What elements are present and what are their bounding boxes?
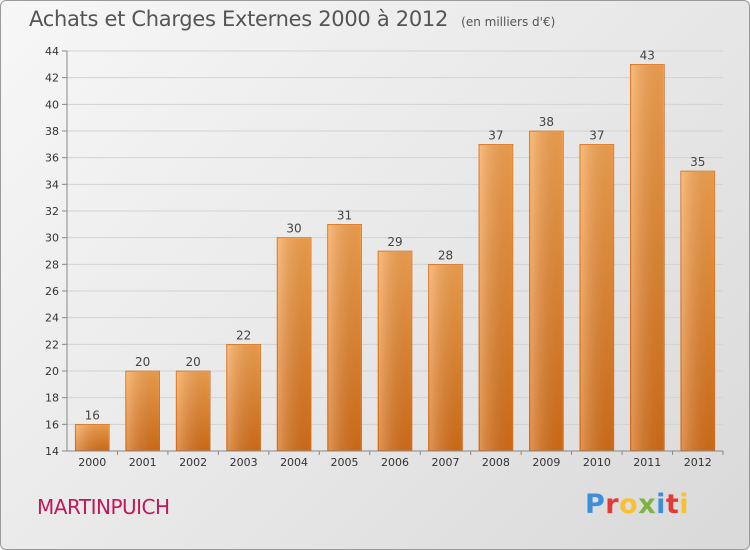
value-label: 37 (589, 128, 604, 142)
x-tick-label: 2007 (431, 456, 459, 469)
logo-letter: i (679, 489, 690, 520)
y-tick-label: 38 (45, 125, 59, 138)
bar-2000 (74, 424, 110, 452)
value-label: 20 (135, 355, 150, 369)
x-tick-label: 2001 (129, 456, 157, 469)
proxiti-logo: Proxiti (585, 489, 689, 520)
y-tick-label: 20 (45, 365, 59, 378)
y-tick-label: 16 (45, 418, 59, 431)
y-tick-label: 26 (45, 285, 59, 298)
bar-highlight (328, 225, 361, 450)
bar-highlight (278, 238, 311, 450)
y-tick-label: 40 (45, 98, 59, 111)
bar-highlight (479, 145, 512, 451)
value-label: 31 (337, 208, 352, 222)
x-tick-label: 2009 (532, 456, 560, 469)
y-tick-label: 30 (45, 232, 59, 245)
y-tick-label: 34 (45, 178, 59, 191)
logo-letter: x (638, 489, 657, 520)
bar-2008 (478, 144, 514, 452)
x-tick-label: 2008 (482, 456, 510, 469)
bar-highlight (631, 65, 664, 450)
bar-highlight (227, 345, 260, 450)
y-tick-label: 18 (45, 392, 59, 405)
y-axis: 14 16 18 20 22 24 26 28 30 32 34 36 38 40 42 44 (45, 45, 68, 458)
y-tick-label: 42 (45, 72, 59, 85)
x-tick-label: 2002 (179, 456, 207, 469)
x-tick-label: 2010 (583, 456, 611, 469)
y-tick-label: 14 (45, 445, 59, 458)
x-tick-label: 2004 (280, 456, 308, 469)
value-label: 35 (690, 155, 705, 169)
logo-letter: P (585, 489, 606, 520)
y-tick-label: 28 (45, 258, 59, 271)
x-axis: 2000 2001 2002 2003 2004 2005 2006 2007 2008 2009… (67, 450, 724, 469)
logo-letter: o (619, 489, 639, 520)
value-label: 30 (286, 222, 301, 236)
bar-2012 (680, 170, 716, 452)
bar-highlight (177, 372, 210, 450)
value-label: 37 (488, 128, 503, 142)
y-tick-label: 36 (45, 152, 59, 165)
bar-2004 (276, 237, 312, 452)
x-tick-label: 2005 (331, 456, 359, 469)
bar-highlight (379, 252, 411, 450)
bar-2007 (428, 264, 463, 452)
chart-subtitle: (en milliers d'€) (461, 15, 556, 29)
y-tick-label: 24 (45, 312, 59, 325)
bar-2009 (529, 130, 564, 452)
chart-title: Achats et Charges Externes 2000 à 2012 (29, 7, 449, 31)
y-tick-label: 32 (45, 205, 59, 218)
value-label: 38 (539, 115, 554, 129)
bar-highlight (76, 425, 109, 450)
x-tick-label: 2000 (78, 456, 106, 469)
chart-header: Achats et Charges Externes 2000 à 2012 (… (29, 7, 555, 31)
commune-name: MARTINPUICH (37, 495, 170, 519)
x-tick-label: 2011 (633, 456, 661, 469)
x-tick-label: 2006 (381, 456, 409, 469)
bar-2011 (630, 64, 665, 452)
value-label: 16 (85, 408, 100, 422)
value-labels: 16 20 20 22 30 31 29 28 37 38 37 43 35 (85, 48, 706, 422)
value-label: 43 (640, 48, 655, 62)
bar-2001 (125, 370, 160, 452)
bar-2005 (327, 224, 362, 452)
x-tick-label: 2003 (230, 456, 258, 469)
logo-letter: t (665, 489, 680, 520)
value-label: 29 (387, 235, 402, 249)
bar-2006 (377, 250, 413, 452)
bar-highlight (580, 145, 613, 451)
bar-highlight (530, 132, 563, 450)
value-label: 22 (236, 328, 251, 342)
bar-2010 (579, 144, 615, 452)
y-tick-label: 22 (45, 338, 59, 351)
x-tick-label: 2012 (684, 456, 712, 469)
bar-2002 (175, 370, 211, 452)
value-label: 28 (438, 248, 453, 262)
bar-highlight (681, 172, 714, 450)
bar-highlight (126, 372, 159, 450)
bar-highlight (429, 265, 462, 450)
bar-2003 (226, 344, 261, 452)
value-label: 20 (186, 355, 201, 369)
logo-letter: i (656, 489, 666, 520)
logo-letter: r (605, 489, 620, 520)
y-tick-label: 44 (45, 45, 59, 58)
bars (74, 64, 716, 452)
